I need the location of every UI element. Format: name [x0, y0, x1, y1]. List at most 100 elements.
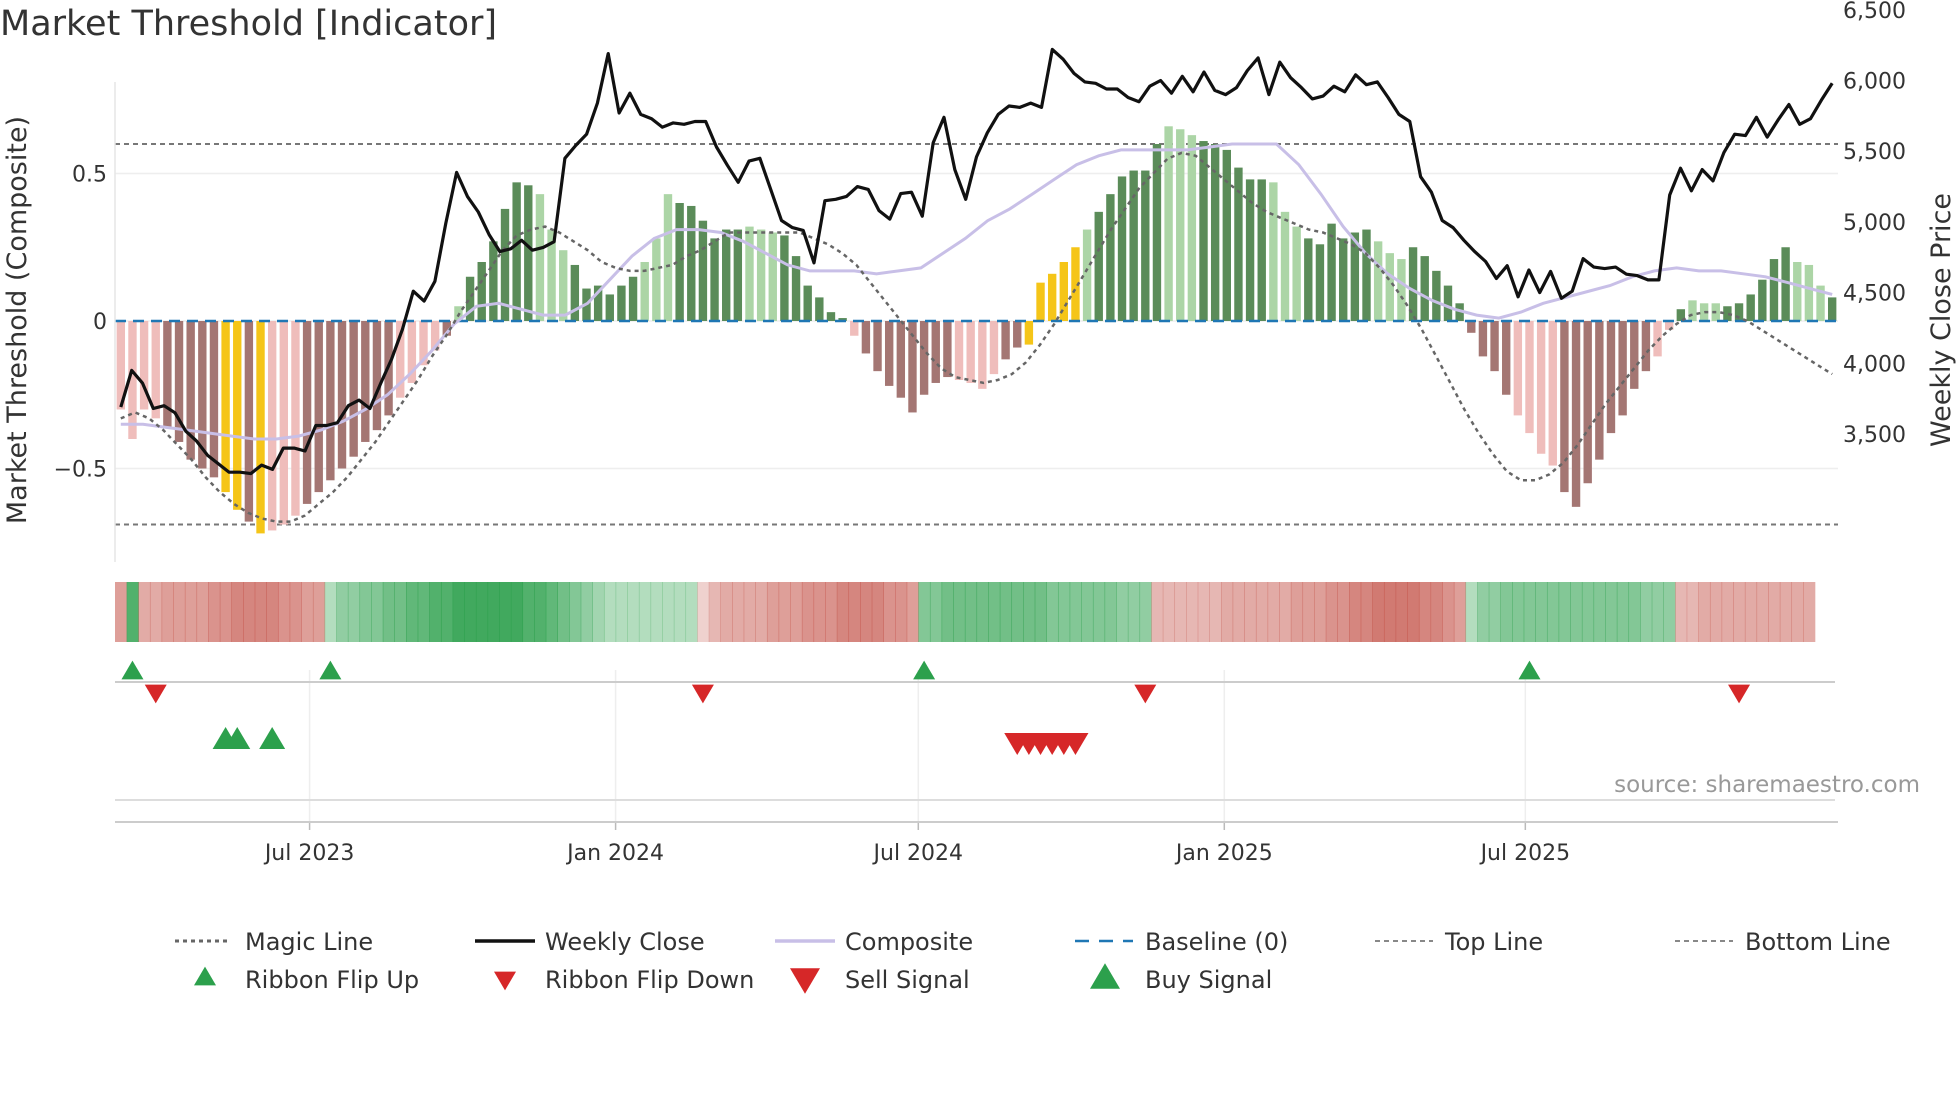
composite-bar — [652, 238, 661, 321]
ribbon-cell — [196, 582, 209, 642]
composite-bar — [687, 205, 696, 321]
ribbon-flip-up-marker — [1518, 660, 1541, 680]
composite-bar — [1432, 270, 1441, 321]
x-tick-label: Jul 2025 — [1479, 841, 1571, 866]
ribbon-cell — [650, 582, 663, 642]
composite-bar — [1164, 126, 1173, 321]
ribbon-cell — [743, 582, 756, 642]
composite-bar — [535, 194, 545, 321]
composite-bar — [302, 321, 312, 504]
ribbon-cell — [336, 582, 349, 642]
sell-signal-marker — [1062, 732, 1089, 756]
ribbon-cell — [673, 582, 687, 642]
ribbon-cell — [1488, 582, 1501, 642]
ribbon-cell — [1092, 582, 1106, 642]
ribbon-cell — [1733, 582, 1746, 642]
composite-bar — [1187, 135, 1197, 321]
ribbon-cell — [1558, 582, 1571, 642]
composite-bar — [745, 226, 754, 321]
composite-bar — [1804, 264, 1814, 321]
ribbon-cell — [149, 582, 163, 642]
legend-swatch — [494, 971, 516, 991]
ribbon-cell — [1279, 582, 1292, 642]
composite-bar — [1571, 321, 1581, 507]
ribbon-flip-down-marker — [691, 684, 714, 704]
ribbon-cell — [1721, 582, 1734, 642]
ribbon-cell — [766, 582, 780, 642]
ribbon-strip — [115, 582, 1816, 642]
ribbon-cell — [1104, 582, 1117, 642]
composite-bar — [1641, 321, 1651, 372]
composite-bar — [163, 321, 172, 428]
weekly-close-line — [119, 47, 1834, 476]
composite-bar — [442, 321, 451, 336]
composite-bar — [279, 321, 288, 525]
composite-bar — [1513, 321, 1523, 416]
ribbon-cell — [883, 582, 896, 642]
ribbon-cell — [1768, 582, 1781, 642]
legend-label: Sell Signal — [845, 966, 970, 994]
composite-bar — [1315, 244, 1325, 321]
legend-label: Top Line — [1444, 928, 1543, 956]
ribbon-cell — [1535, 582, 1548, 642]
composite-bar — [1560, 321, 1569, 493]
composite-bar — [489, 241, 498, 321]
ribbon-cell — [708, 582, 721, 642]
ribbon-cell — [1744, 582, 1758, 642]
ribbon-cell — [429, 582, 442, 642]
composite-bar — [1595, 321, 1604, 460]
composite-bar — [1758, 279, 1767, 321]
ribbon-cell — [1523, 582, 1536, 642]
composite-bar — [1199, 141, 1208, 321]
composite-bar — [815, 297, 824, 321]
ribbon-cell — [720, 582, 733, 642]
ribbon-cell — [697, 582, 710, 642]
legend-label: Baseline (0) — [1145, 928, 1288, 956]
y-right-tick: 5,000 — [1843, 211, 1906, 236]
y-right-tick: 6,000 — [1843, 70, 1906, 95]
composite-bar — [1013, 321, 1022, 348]
composite-bar — [1094, 211, 1103, 321]
composite-bar — [989, 321, 999, 375]
ribbon-cell — [289, 582, 302, 642]
ribbon-cell — [1512, 582, 1525, 642]
y-right-tick: 4,500 — [1843, 282, 1906, 307]
composite-bar — [1618, 321, 1627, 416]
ribbon-cell — [1302, 582, 1315, 642]
ribbon-cell — [1698, 582, 1711, 642]
composite-bar — [174, 321, 184, 442]
composite-bar — [186, 321, 195, 460]
composite-bar — [1129, 170, 1138, 321]
ribbon-cell — [1267, 582, 1280, 642]
composite-bar — [1699, 303, 1709, 321]
composite-bar — [710, 238, 719, 321]
composite-bar — [267, 321, 277, 531]
ribbon-cell — [1675, 582, 1688, 642]
ribbon-cell — [1372, 582, 1385, 642]
ribbon-cell — [1500, 582, 1513, 642]
composite-bar — [1082, 229, 1092, 321]
ribbon-cell — [371, 582, 384, 642]
composite-bar — [698, 220, 708, 321]
composite-bar — [1525, 321, 1534, 434]
ribbon-cell — [953, 582, 966, 642]
ribbon-cell — [976, 582, 989, 642]
composite-bar — [908, 321, 917, 413]
ribbon-cell — [1430, 582, 1443, 642]
composite-bar — [244, 321, 254, 522]
ribbon-cell — [836, 582, 850, 642]
composite-bar — [396, 321, 405, 398]
ribbon-cell — [685, 582, 698, 642]
composite-bar — [1292, 226, 1301, 321]
ribbon-cell — [1791, 582, 1804, 642]
chart-title: Market Threshold [Indicator] — [0, 4, 498, 44]
ribbon-cell — [1197, 582, 1210, 642]
ribbon-cell — [906, 582, 919, 642]
composite-bar — [1234, 167, 1243, 321]
composite-bar — [291, 321, 300, 516]
ribbon-cell — [126, 582, 139, 642]
composite-bar — [314, 321, 323, 493]
ribbon-cell — [848, 582, 861, 642]
composite-bar — [966, 321, 975, 383]
x-tick-label: Jul 2023 — [263, 841, 355, 866]
